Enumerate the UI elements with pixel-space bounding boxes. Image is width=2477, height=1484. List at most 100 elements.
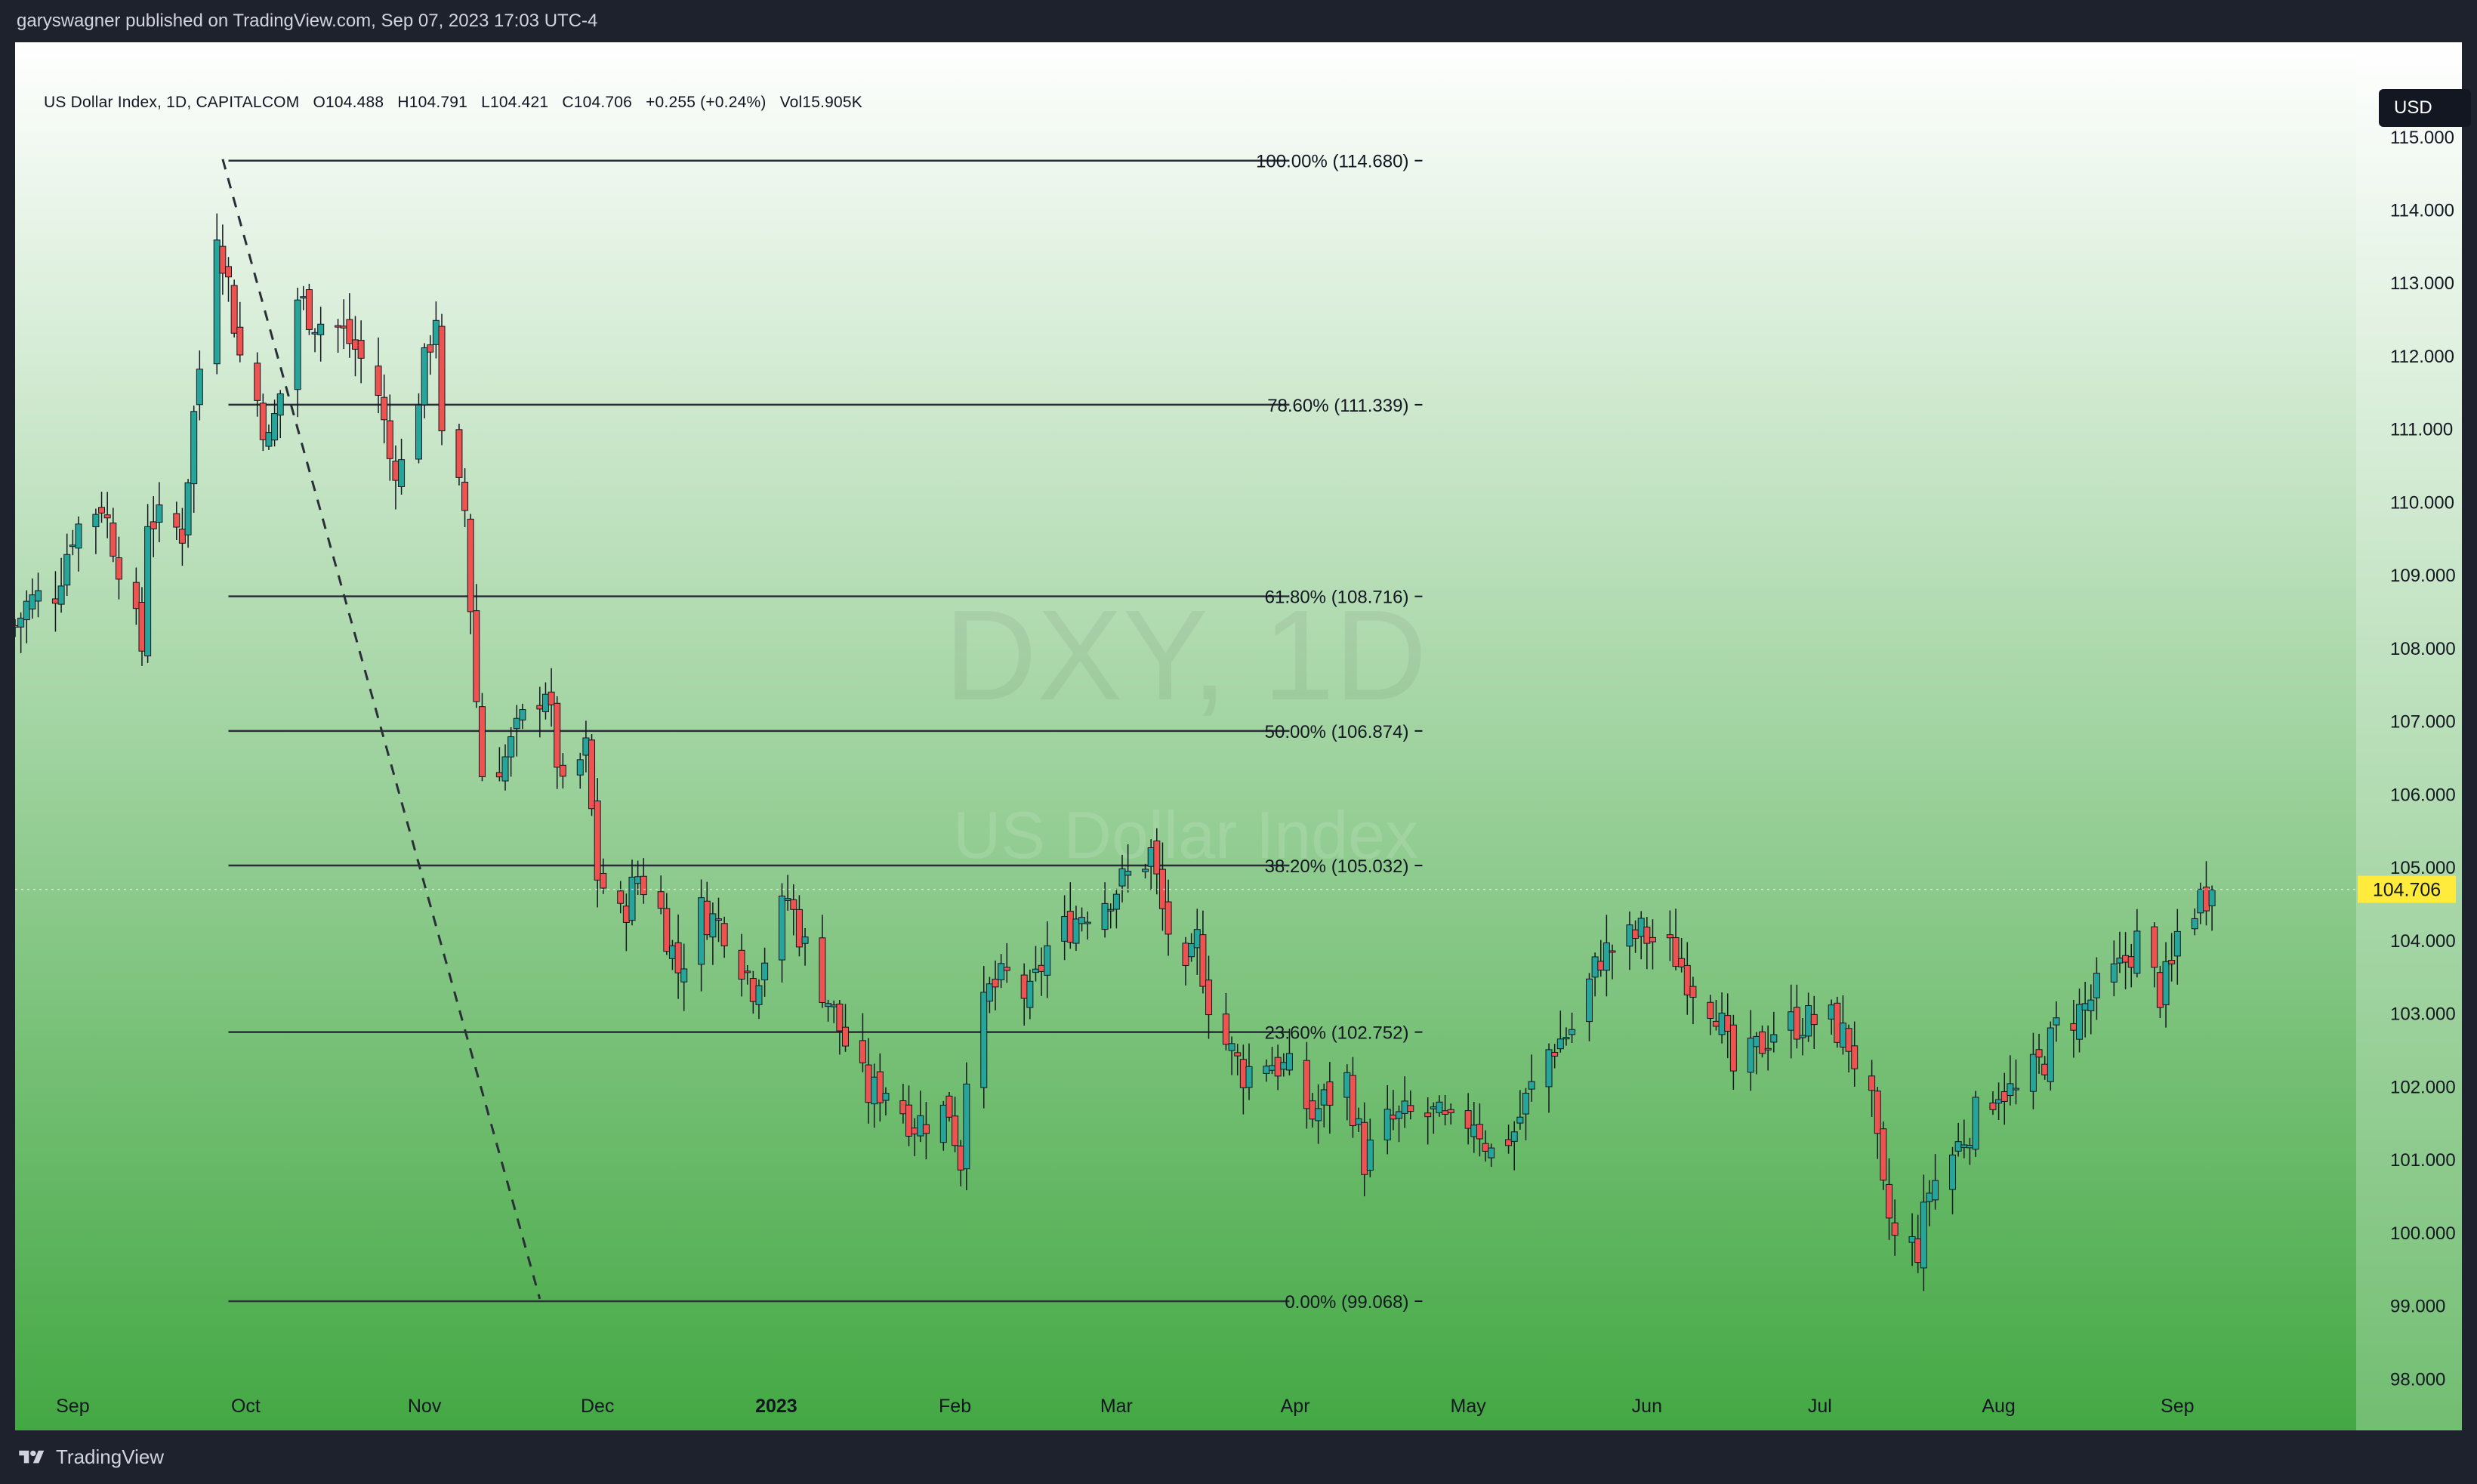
candle-body [1066, 911, 1074, 943]
candle-body [998, 963, 1005, 980]
candle-body [871, 1076, 878, 1105]
candle-body [1845, 1028, 1852, 1052]
candle-body [2162, 961, 2170, 1005]
candle-body [698, 897, 705, 965]
candle-body [1569, 1029, 1576, 1035]
price-tick-label: 102.000 [2390, 1077, 2456, 1097]
candle-body [1505, 1139, 1513, 1146]
candle-body [1349, 1075, 1356, 1126]
chart-canvas[interactable]: DXY, 1D US Dollar Index 100.00% (114.680… [15, 42, 2462, 1430]
candlestick-series [15, 213, 2216, 1291]
candle-body [1972, 1097, 1979, 1150]
candle-body [1632, 929, 1640, 939]
fib-trend-line[interactable] [221, 159, 541, 1300]
tradingview-brand[interactable]: TradingView [15, 1445, 164, 1469]
candle-body [2202, 887, 2210, 912]
legend-low: L104.421 [481, 94, 549, 111]
fibonacci-retracement[interactable]: 100.00% (114.680) 78.60% (111.339) 61.80% … [221, 152, 1423, 1313]
candle-body [467, 518, 474, 612]
candle-body [144, 526, 152, 657]
candle-body [1753, 1035, 1760, 1047]
price-tick-label: 113.000 [2390, 273, 2454, 294]
candle-body [905, 1104, 912, 1137]
price-axis-panel[interactable] [2356, 42, 2462, 1430]
candle-body [1637, 918, 1645, 937]
candle-body [427, 344, 434, 353]
chart-area[interactable]: DXY, 1D US Dollar Index 100.00% (114.680… [15, 42, 2471, 1430]
candle-body [1788, 1011, 1795, 1031]
candle-body [2081, 1003, 2089, 1010]
price-tick-label: 107.000 [2390, 712, 2456, 733]
candle-body [2156, 972, 2164, 1008]
candle-body [1020, 974, 1028, 999]
candle-body [138, 602, 146, 652]
brand-label: TradingView [56, 1445, 165, 1468]
candle-body [600, 873, 607, 889]
candle-body [173, 513, 180, 528]
fib-level-label: 38.20% (105.032) [1265, 856, 1409, 877]
currency-button[interactable]: USD [2379, 89, 2471, 127]
candle-body [1309, 1100, 1316, 1120]
candle-body [1476, 1124, 1483, 1140]
candle-body [1851, 1045, 1859, 1069]
candle-body [2197, 888, 2204, 914]
candle-body [92, 514, 100, 528]
candle-body [1326, 1081, 1334, 1106]
price-tick-label: 110.000 [2390, 492, 2454, 513]
candle-body [190, 411, 198, 485]
candle-body [57, 585, 65, 605]
candle-body [1078, 917, 1086, 924]
candle-body [519, 709, 526, 720]
candle-body [1683, 964, 1691, 995]
last-price-value: 104.706 [2373, 880, 2441, 901]
candle-body [1239, 1059, 1247, 1088]
candle-body [259, 403, 267, 440]
candle-body [680, 968, 688, 983]
candle-body [1355, 1118, 1362, 1125]
candle-body [588, 739, 596, 810]
candle-body [1805, 1005, 1812, 1037]
candle-body [952, 1115, 959, 1146]
candle-body [1932, 1180, 1939, 1201]
candle-body [2127, 956, 2135, 968]
candle-body [1464, 1110, 1472, 1129]
candle-body [507, 736, 515, 757]
time-tick-label: 2023 [755, 1396, 797, 1417]
candle-body [1153, 841, 1161, 875]
candle-body [2035, 1049, 2043, 1058]
fib-level-label: 0.00% (99.068) [1285, 1292, 1408, 1313]
candle-body [1234, 1052, 1242, 1057]
candle-body [1562, 1037, 1570, 1040]
candle-body [305, 289, 313, 330]
candle-body [1672, 937, 1680, 967]
candle-body [2122, 955, 2130, 963]
candle-body [1383, 1109, 1391, 1140]
time-tick-label: Oct [231, 1396, 261, 1417]
candle-body [230, 285, 238, 334]
candle-body [744, 970, 751, 973]
candle-body [634, 876, 642, 884]
legend-symbol[interactable]: US Dollar Index, 1D, CAPITALCOM [44, 94, 300, 111]
candle-body [842, 1026, 850, 1047]
candle-body [617, 890, 625, 904]
candle-body [1084, 921, 1091, 924]
candle-body [23, 600, 30, 621]
candle-body [945, 1095, 953, 1118]
candle-body [922, 1124, 930, 1134]
candle-body [1510, 1131, 1518, 1142]
candle-body [536, 705, 544, 710]
candle-body [1072, 918, 1080, 944]
candle-body [35, 590, 42, 602]
time-tick-label: Sep [56, 1396, 89, 1417]
candle-body [709, 913, 717, 938]
candle-body [478, 706, 486, 777]
candle-body [1343, 1072, 1351, 1098]
price-tick-label: 105.000 [2390, 858, 2456, 878]
candle-body [2070, 1023, 2078, 1031]
candle-body [1989, 1102, 1997, 1110]
candle-body [1770, 1034, 1778, 1043]
candle-body [357, 340, 365, 359]
candle-body [628, 876, 636, 921]
candle-body [1949, 1154, 1957, 1190]
candle-body [1158, 868, 1166, 909]
